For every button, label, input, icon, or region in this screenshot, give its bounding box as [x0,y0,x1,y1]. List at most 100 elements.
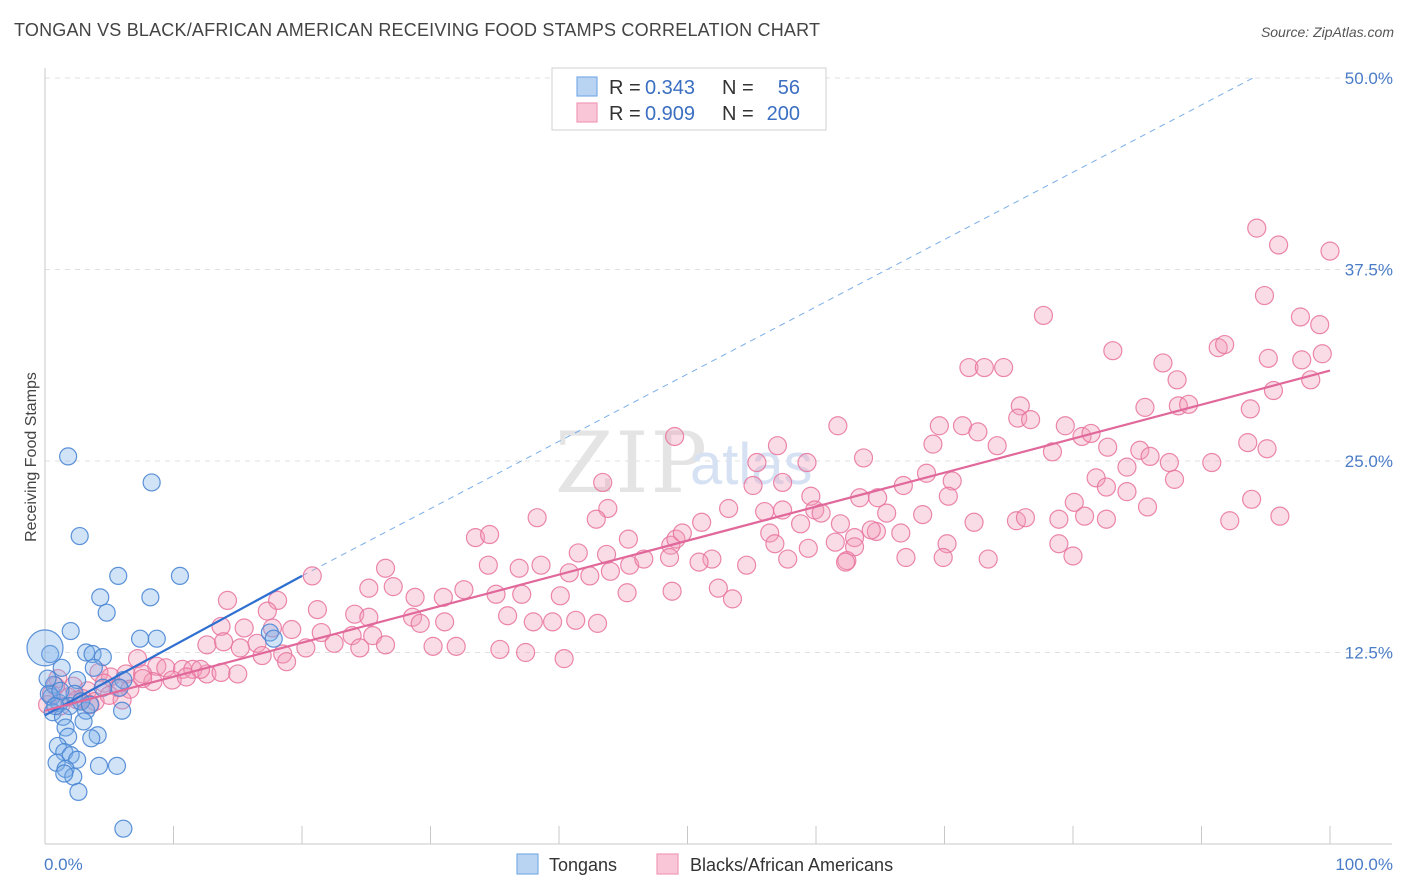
data-point-blacks [1167,370,1187,390]
data-point-blacks [1290,307,1311,327]
data-point-blacks [302,566,322,586]
data-point-tongans [112,701,132,720]
y-tick-label: 37.5% [1345,261,1393,280]
data-point-blacks [737,555,757,575]
data-point-blacks [861,520,881,540]
data-point-blacks [722,589,743,609]
data-point-blacks [1098,437,1118,457]
data-point-tongans [107,756,127,775]
tick-labels: 12.5% 25.0% 37.5% 50.0% 0.0% 100.0% [44,69,1393,874]
data-point-blacks [1033,305,1054,326]
data-point-tongans [68,670,87,690]
data-point-blacks [324,633,344,653]
data-point-blacks [531,555,551,575]
data-point-blacks [550,586,570,606]
data-point-blacks [1074,506,1095,526]
data-point-blacks [923,434,943,454]
legend-n-value: 56 [778,77,800,99]
data-point-blacks [410,613,430,633]
data-point-blacks [1049,509,1069,529]
data-point-blacks [797,452,817,473]
data-point-blacks [405,587,425,607]
y-axis-label: Receiving Food Stamps [23,372,40,542]
data-point-blacks [435,612,455,632]
data-point-blacks [1140,446,1160,467]
chart-title: TONGAN VS BLACK/AFRICAN AMERICAN RECEIVI… [14,20,821,40]
data-point-tongans [89,756,109,775]
data-point-tongans [114,819,133,838]
legend-n-value: 200 [767,103,800,125]
data-point-tongans [77,643,96,662]
data-point-blacks [568,543,588,563]
data-point-tongans [41,644,60,664]
data-point-blacks [877,503,897,523]
data-point-blacks [423,636,443,656]
data-point-blacks [662,581,682,601]
data-point-blacks [1063,546,1083,566]
data-point-tongans [51,681,70,700]
data-point-blacks [933,547,953,568]
data-point-blacks [891,523,911,543]
data-point-tongans [109,566,128,586]
data-point-blacks [778,549,798,569]
data-point-tongans [82,729,101,748]
data-point-blacks [798,538,818,558]
data-point-blacks [527,508,547,528]
data-point-blacks [359,607,379,627]
data-point-tongans [59,447,78,466]
data-point-blacks [1055,416,1075,436]
data-point-blacks [765,534,785,554]
legend-swatch-blacks [656,853,679,875]
data-point-blacks [719,498,739,519]
data-point-tongans [97,603,116,622]
data-point-blacks [1015,508,1036,528]
legend-swatch-tongans [516,853,539,875]
data-point-blacks [1096,477,1117,497]
data-point-blacks [593,472,613,493]
data-point-blacks [480,524,500,545]
data-point-tongans [141,588,160,607]
stats-legend: R = 0.343 N = 56 R = 0.909 N = 200 [551,67,827,131]
data-point-blacks [1242,489,1262,509]
data-point-tongans [130,629,150,648]
data-point-blacks [359,578,379,598]
data-point-blacks [375,635,396,655]
data-point-blacks [968,422,988,442]
data-point-blacks [217,590,238,611]
data-point-blacks [942,471,962,491]
data-point-blacks [896,547,916,568]
data-point-blacks [214,632,234,652]
series-tongans-points [26,447,283,838]
data-point-blacks [1137,497,1158,517]
data-point-tongans [61,621,80,641]
data-point-tongans [91,588,110,607]
data-point-blacks [1220,511,1240,531]
data-point-tongans [69,782,88,802]
data-point-blacks [1257,439,1277,459]
data-point-blacks [830,514,851,534]
data-point-tongans [83,644,102,664]
data-point-blacks [515,642,536,663]
legend-r-value: 0.343 [645,77,695,99]
data-point-blacks [230,638,250,658]
data-point-blacks [1117,482,1137,502]
legend-n-label: N = [722,77,754,99]
data-point-blacks [1096,509,1117,529]
data-point-tongans [26,629,64,667]
legend-r-label: R = [609,77,641,99]
data-point-blacks [133,664,153,684]
data-point-blacks [1202,452,1222,473]
data-point-blacks [1153,353,1173,373]
data-point-blacks [743,475,763,496]
data-point-blacks [1320,241,1340,261]
data-point-blacks [1042,442,1063,462]
data-point-blacks [747,452,767,473]
data-point-blacks [307,600,328,620]
data-point-blacks [1312,344,1332,364]
legend-label-tongans: Tongans [549,855,617,875]
data-point-blacks [825,532,845,552]
legend-r-label: R = [609,103,641,125]
data-point-tongans [52,658,71,677]
data-point-blacks [689,552,709,572]
data-point-blacks [490,639,510,660]
